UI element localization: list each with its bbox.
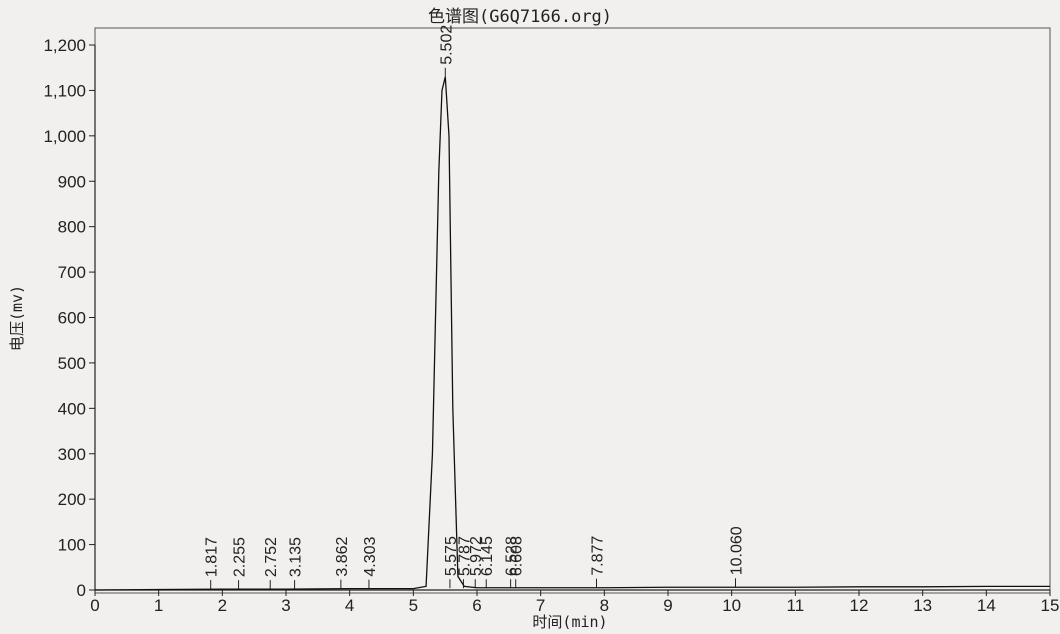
y-tick-label: 600 — [58, 309, 86, 328]
peak-label: 5.972 — [468, 536, 485, 576]
y-tick-label: 400 — [58, 399, 86, 418]
peak-label: 3.135 — [288, 537, 305, 577]
peak-label: 6.608 — [509, 536, 526, 576]
peak-label: 4.303 — [362, 536, 379, 576]
y-tick-label: 200 — [58, 490, 86, 509]
x-tick-label: 10 — [722, 596, 741, 615]
x-tick-label: 4 — [345, 596, 354, 615]
chromatogram-trace — [94, 76, 1050, 591]
x-tick-label: 15 — [1041, 596, 1060, 615]
peak-label: 6.145 — [479, 536, 496, 576]
x-tick-label: 13 — [913, 596, 932, 615]
y-tick-label: 900 — [58, 172, 86, 191]
peak-label: 5.502 — [438, 25, 455, 65]
x-ticks: 0 1 2 3 4 5 6 7 8 9 10 11 12 13 14 15 — [90, 590, 1059, 615]
peak-label: 5.575 — [443, 536, 460, 576]
y-tick-label: 300 — [58, 445, 86, 464]
x-tick-label: 14 — [977, 596, 996, 615]
x-tick-label: 6 — [472, 596, 481, 615]
x-tick-label: 1 — [154, 596, 163, 615]
x-axis-label: 时间(min) — [532, 613, 607, 631]
peak-label: 2.752 — [263, 537, 280, 577]
x-tick-label: 5 — [409, 596, 418, 615]
chart-title: 色谱图(G6Q7166.org) — [428, 7, 612, 27]
peak-label: 3.862 — [334, 536, 351, 576]
peak-label: 7.877 — [590, 536, 607, 576]
peak-label: 5.787 — [456, 536, 473, 576]
y-ticks: 0 100 200 300 400 500 600 700 800 900 1,000 1,100 1,… — [43, 36, 95, 600]
peak-label: 2.255 — [232, 537, 249, 577]
y-tick-label: 800 — [58, 218, 86, 237]
y-tick-label: 1,100 — [43, 81, 86, 100]
y-tick-label: 500 — [58, 354, 86, 373]
x-tick-label: 11 — [787, 596, 805, 615]
peak-label: 6.528 — [504, 536, 521, 576]
peak-label: 1.817 — [204, 537, 221, 577]
y-axis-label: 电压(mv) — [8, 285, 26, 351]
x-tick-label: 2 — [218, 596, 227, 615]
y-tick-label: 1,000 — [43, 127, 86, 146]
y-tick-label: 700 — [58, 263, 86, 282]
x-tick-label: 3 — [281, 596, 290, 615]
peak-markers: 1.817 2.255 2.752 3.135 3.862 4.303 5.502 5.575… — [204, 25, 745, 590]
peak-label: 10.060 — [728, 526, 745, 575]
plot-frame — [94, 27, 1051, 594]
x-tick-label: 0 — [90, 596, 99, 615]
x-tick-label: 9 — [663, 596, 672, 615]
y-tick-label: 0 — [77, 581, 86, 600]
x-tick-label: 7 — [536, 596, 545, 615]
x-tick-label: 8 — [600, 596, 609, 615]
y-tick-label: 1,200 — [43, 36, 86, 55]
x-tick-label: 12 — [850, 596, 869, 615]
y-tick-label: 100 — [58, 536, 86, 555]
